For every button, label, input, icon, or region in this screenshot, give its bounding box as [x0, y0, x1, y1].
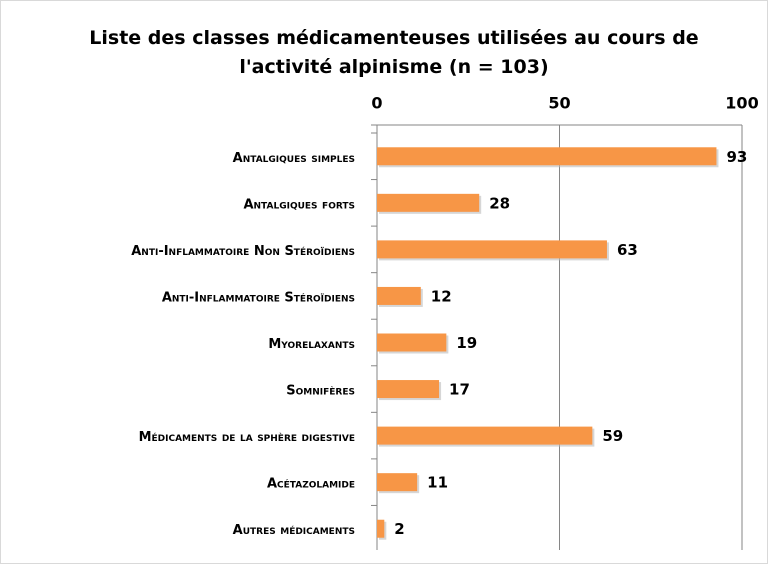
- y-tick-label: Anti-Inflammatoire Stéroïdiens: [162, 290, 355, 305]
- bar: [377, 147, 717, 166]
- data-label: 28: [489, 194, 510, 212]
- data-label: 17: [449, 381, 470, 399]
- data-label: 93: [726, 148, 747, 166]
- y-tick-label: Autres médicaments: [233, 523, 355, 538]
- chart-title: Liste des classes médicamenteuses utilis…: [89, 27, 699, 78]
- data-label: 12: [431, 287, 452, 305]
- bar: [377, 240, 607, 259]
- bar: [377, 380, 440, 399]
- bar: [377, 333, 447, 352]
- x-tick-label: 100: [725, 94, 758, 113]
- y-tick-label: Antalgiques simples: [233, 151, 355, 166]
- bar: [377, 286, 421, 305]
- data-label: 2: [394, 520, 404, 538]
- y-tick-label: Somnifères: [286, 384, 355, 399]
- y-tick-label: Anti-Inflammatoire Non Stéroïdiens: [131, 244, 355, 259]
- y-tick-label: Myorelaxants: [268, 337, 355, 352]
- bar: [377, 426, 593, 445]
- x-tick-label: 50: [548, 94, 570, 113]
- y-tick-label: Acétazolamide: [267, 477, 355, 492]
- bar: [377, 519, 385, 538]
- data-label: 63: [617, 241, 638, 259]
- data-label: 11: [427, 474, 448, 492]
- y-tick-label: Antalgiques forts: [243, 197, 355, 212]
- bar: [377, 193, 480, 212]
- data-label: 19: [456, 334, 477, 352]
- y-tick-label: Médicaments de la sphère digestive: [139, 430, 355, 445]
- data-label: 59: [602, 427, 623, 445]
- x-tick-label: 0: [371, 94, 382, 113]
- bar: [377, 473, 418, 492]
